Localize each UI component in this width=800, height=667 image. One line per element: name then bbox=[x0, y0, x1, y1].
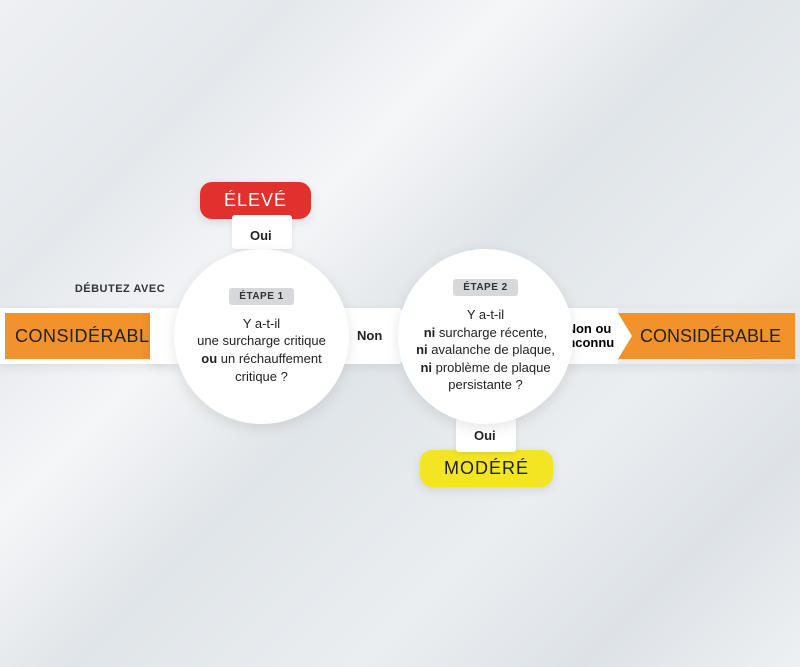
result-modere: MODÉRÉ bbox=[420, 450, 553, 487]
step1-node: ÉTAPE 1 Y a-t-il une surcharge critique … bbox=[174, 249, 349, 424]
result-modere-text: MODÉRÉ bbox=[444, 458, 529, 478]
step1-pill: ÉTAPE 1 bbox=[229, 288, 293, 305]
edge-step1-non: Non bbox=[357, 328, 382, 343]
flowchart-canvas: DÉBUTEZ AVEC CONSIDÉRABLE .arrow-band:fi… bbox=[0, 0, 800, 667]
result-eleve-text: ÉLEVÉ bbox=[224, 190, 287, 210]
step2-question: Y a-t-il ni surcharge récente, ni avalan… bbox=[416, 306, 555, 394]
edge-step1-oui: Oui bbox=[250, 228, 272, 243]
result-eleve: ÉLEVÉ bbox=[200, 182, 311, 219]
step1-question: Y a-t-il une surcharge critique ou un ré… bbox=[197, 315, 326, 385]
end-value: CONSIDÉRABLE bbox=[618, 313, 795, 359]
start-arrow-band: CONSIDÉRABLE bbox=[0, 308, 170, 364]
end-value-text: CONSIDÉRABLE bbox=[640, 326, 781, 347]
step2-node: ÉTAPE 2 Y a-t-il ni surcharge récente, n… bbox=[398, 249, 573, 424]
start-label: DÉBUTEZ AVEC bbox=[60, 283, 180, 295]
start-value: CONSIDÉRABLE bbox=[5, 313, 157, 359]
step2-pill: ÉTAPE 2 bbox=[453, 279, 517, 296]
end-flag: Non ou inconnu CONSIDÉRABLE bbox=[560, 308, 800, 364]
start-value-text: CONSIDÉRABLE bbox=[15, 326, 162, 347]
edge-step2-oui: Oui bbox=[474, 428, 496, 443]
